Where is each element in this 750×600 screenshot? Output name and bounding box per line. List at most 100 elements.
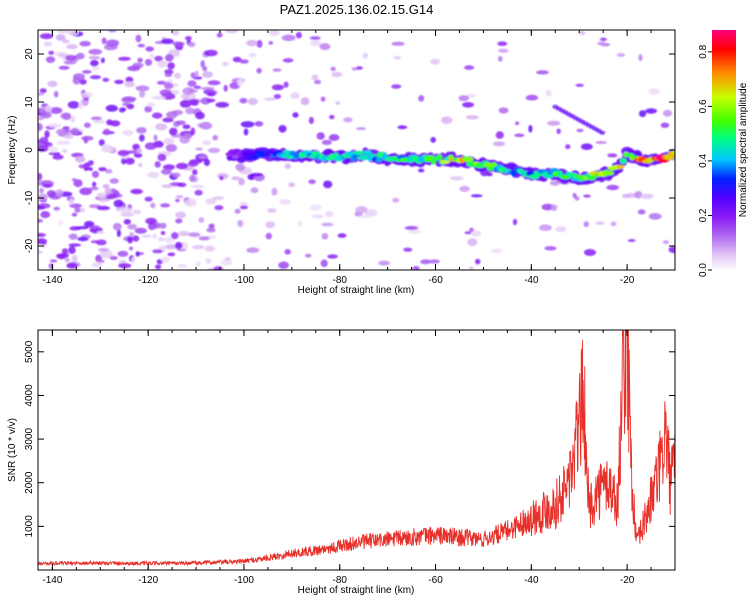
noise-blob (108, 30, 117, 33)
noise-blob (580, 143, 593, 150)
noise-blob (544, 246, 557, 251)
noise-blob (515, 121, 520, 125)
noise-blob (161, 168, 172, 175)
noise-blob (48, 50, 55, 55)
noise-blob (145, 217, 157, 225)
noise-blob (152, 233, 157, 240)
noise-blob (182, 133, 193, 140)
noise-blob (68, 30, 79, 36)
noise-blob (150, 202, 156, 209)
noise-blob (99, 200, 106, 204)
noise-blob (288, 182, 296, 188)
noise-blob (491, 248, 503, 254)
noise-blob (62, 39, 70, 44)
colorbar-label: Normalized spectral amplitude (738, 82, 749, 217)
noise-blob (127, 65, 141, 72)
noise-blob (38, 145, 49, 152)
noise-blob (193, 85, 202, 90)
noise-blob (172, 41, 185, 47)
noise-blob (254, 121, 264, 127)
noise-blob (177, 182, 187, 187)
noise-blob (279, 199, 291, 205)
noise-blob (68, 233, 78, 240)
noise-blob (265, 232, 272, 240)
colorbar-ticks: 0.0 0.2 0.4 0.6 0.8 (698, 44, 712, 277)
noise-blob (174, 72, 181, 79)
noise-blob (104, 187, 112, 195)
noise-blob (466, 115, 479, 120)
ridge-core (529, 174, 540, 180)
noise-blob (135, 85, 150, 92)
noise-blob (231, 176, 240, 181)
noise-blob (135, 34, 142, 43)
noise-blob (121, 96, 136, 103)
noise-blob (38, 233, 46, 237)
noise-blob (331, 71, 343, 78)
noise-blob (167, 62, 175, 70)
noise-blob (38, 218, 44, 223)
noise-blob (551, 204, 558, 212)
noise-blob (215, 101, 229, 108)
noise-blob (292, 112, 299, 118)
noise-blob (595, 221, 605, 226)
noise-blob (536, 70, 549, 75)
noise-blob (198, 155, 208, 159)
noise-blob (132, 235, 140, 242)
noise-blob (161, 184, 173, 189)
noise-blob (459, 185, 470, 192)
noise-blob (38, 116, 44, 121)
noise-blob (160, 203, 171, 208)
noise-blob (156, 80, 166, 85)
noise-blob (239, 59, 249, 64)
colorbar-tick-label: 0.4 (698, 154, 709, 168)
noise-blob (290, 92, 300, 99)
noise-blob (81, 135, 94, 141)
noise-blob (82, 70, 92, 74)
noise-blob (545, 89, 552, 97)
noise-blob (79, 40, 91, 47)
ridge-core (587, 175, 596, 181)
noise-blob (364, 209, 378, 217)
x-tick-label: -40 (524, 275, 539, 286)
noise-blob (117, 150, 130, 157)
ridge-core (345, 151, 356, 157)
noise-blob (640, 193, 654, 199)
noise-blob (103, 128, 111, 136)
noise-blob (256, 40, 263, 48)
noise-blob (175, 218, 183, 224)
noise-blob (97, 259, 105, 263)
noise-blob (137, 43, 145, 48)
ridge-core (431, 160, 437, 165)
noise-blob (300, 97, 310, 106)
noise-blob (102, 77, 110, 82)
ridge-core (333, 152, 339, 158)
noise-blob (62, 126, 70, 130)
noise-blob (90, 59, 99, 67)
noise-blob (576, 128, 584, 133)
noise-blob (93, 120, 106, 124)
x-tick-label: -80 (333, 575, 348, 586)
noise-blob (668, 246, 675, 254)
noise-blob (163, 236, 175, 243)
noise-blob (97, 247, 110, 252)
noise-blob (135, 251, 140, 257)
noise-blob (74, 207, 81, 213)
noise-blob (38, 250, 43, 254)
noise-blob (214, 205, 224, 211)
noise-blob (147, 102, 156, 107)
snr-ylabel: SNR (10 * v/v) (7, 418, 18, 482)
noise-blob (106, 119, 114, 126)
noise-blob (200, 60, 205, 68)
noise-blob (449, 176, 464, 181)
noise-blob (162, 117, 174, 123)
noise-blob (198, 217, 205, 223)
noise-blob (132, 209, 142, 215)
snr-panel: -140 -120 -100 -80 -60 -40 -20 1000 2000 3000 4000… (7, 329, 676, 596)
noise-blob (79, 207, 85, 213)
snr-frame (37, 329, 676, 571)
ridge-core (486, 166, 496, 171)
noise-blob (38, 92, 45, 96)
noise-blob (47, 80, 58, 88)
noise-blob (430, 136, 437, 143)
